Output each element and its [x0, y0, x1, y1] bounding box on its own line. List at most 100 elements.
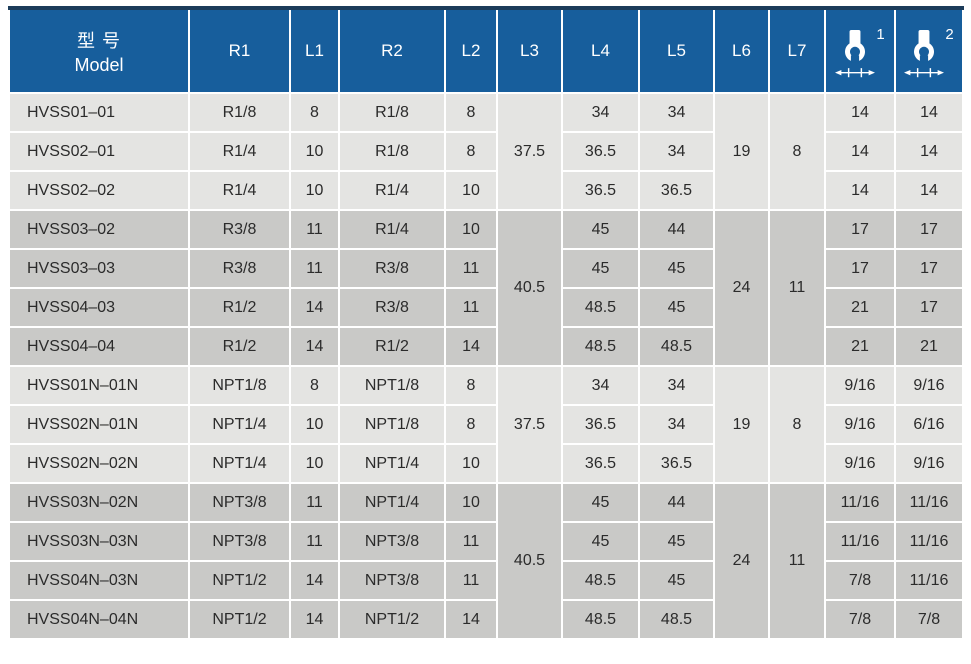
- cell-wrench2: 14: [894, 170, 964, 211]
- cell-l7: 11: [768, 482, 826, 640]
- header-top-strip: [8, 6, 964, 10]
- cell-r1: NPT1/2: [188, 560, 291, 601]
- col-header-r1: R1: [188, 10, 291, 94]
- cell-l2: 8: [444, 131, 498, 172]
- cell-r2: NPT1/8: [338, 404, 446, 445]
- cell-wrench1: 17: [824, 209, 896, 250]
- cell-l2: 10: [444, 482, 498, 523]
- col-header-l2: L2: [444, 10, 498, 94]
- model-header-en: Model: [74, 54, 124, 75]
- model-header-zh: 型 号: [76, 30, 121, 51]
- cell-wrench2: 7/8: [894, 599, 964, 640]
- col-header-wrench2: 2: [894, 10, 964, 94]
- cell-l2: 14: [444, 599, 498, 640]
- table-row: HVSS01N–01N NPT1/8 8 NPT1/8 8 37.5 34 34 19 8 9/16…: [8, 365, 964, 484]
- cell-l1: 14: [289, 560, 340, 601]
- cell-l4: 45: [561, 482, 640, 523]
- table-row: HVSS02–02 R1/4 10 R1/4 10 36.5 36.5 14 14: [8, 170, 964, 211]
- cell-wrench1: 7/8: [824, 599, 896, 640]
- cell-wrench1: 17: [824, 248, 896, 289]
- cell-model: HVSS04–03: [8, 287, 190, 328]
- cell-r1: R1/4: [188, 170, 291, 211]
- cell-l1: 8: [289, 92, 340, 133]
- cell-l4: 48.5: [561, 560, 640, 601]
- cell-l1: 10: [289, 131, 340, 172]
- wrench-width-icon: [835, 29, 876, 77]
- col-header-model: 型 号 Model: [8, 10, 190, 94]
- cell-model: HVSS03N–03N: [8, 521, 190, 562]
- cell-r1: NPT1/8: [188, 365, 291, 406]
- cell-l2: 11: [444, 248, 498, 289]
- cell-l4: 45: [561, 209, 640, 250]
- cell-model: HVSS02N–01N: [8, 404, 190, 445]
- cell-l7: 11: [768, 209, 826, 367]
- header-row: 型 号 Model R1 L1 R2 L2 L3 L4 L5 L6 L7: [8, 10, 964, 94]
- spec-table: 型 号 Model R1 L1 R2 L2 L3 L4 L5 L6 L7: [8, 10, 964, 640]
- cell-model: HVSS02–01: [8, 131, 190, 172]
- cell-model: HVSS03N–02N: [8, 482, 190, 523]
- cell-r2: R1/2: [338, 326, 446, 367]
- cell-model: HVSS02–02: [8, 170, 190, 211]
- cell-l7: 8: [768, 92, 826, 211]
- cell-l5: 44: [638, 482, 715, 523]
- cell-r1: NPT3/8: [188, 482, 291, 523]
- cell-l4: 36.5: [561, 131, 640, 172]
- cell-r1: NPT3/8: [188, 521, 291, 562]
- cell-wrench1: 11/16: [824, 482, 896, 523]
- cell-l6: 24: [713, 482, 770, 640]
- cell-l2: 10: [444, 209, 498, 250]
- cell-l2: 10: [444, 443, 498, 484]
- cell-l4: 45: [561, 248, 640, 289]
- cell-l1: 10: [289, 170, 340, 211]
- cell-l5: 36.5: [638, 443, 715, 484]
- col-header-l1: L1: [289, 10, 340, 94]
- cell-l5: 45: [638, 287, 715, 328]
- cell-l5: 34: [638, 404, 715, 445]
- cell-wrench2: 17: [894, 287, 964, 328]
- cell-wrench1: 14: [824, 131, 896, 172]
- cell-model: HVSS03–02: [8, 209, 190, 250]
- cell-l2: 14: [444, 326, 498, 367]
- cell-l4: 36.5: [561, 170, 640, 211]
- cell-wrench1: 9/16: [824, 404, 896, 445]
- col-header-l6: L6: [713, 10, 770, 94]
- cell-l3: 37.5: [496, 365, 563, 484]
- cell-r2: R1/8: [338, 92, 446, 133]
- cell-wrench2: 17: [894, 248, 964, 289]
- cell-l4: 34: [561, 92, 640, 133]
- cell-l2: 11: [444, 521, 498, 562]
- cell-model: HVSS02N–02N: [8, 443, 190, 484]
- cell-l1: 14: [289, 287, 340, 328]
- cell-r2: R1/4: [338, 170, 446, 211]
- cell-l1: 11: [289, 248, 340, 289]
- cell-l1: 10: [289, 404, 340, 445]
- cell-l4: 48.5: [561, 326, 640, 367]
- cell-l2: 10: [444, 170, 498, 211]
- cell-l1: 14: [289, 599, 340, 640]
- cell-wrench1: 14: [824, 170, 896, 211]
- table-row: HVSS03N–03N NPT3/8 11 NPT3/8 11 45 45 11/16 11/1…: [8, 521, 964, 562]
- cell-l4: 36.5: [561, 404, 640, 445]
- cell-r1: NPT1/2: [188, 599, 291, 640]
- cell-l5: 34: [638, 92, 715, 133]
- cell-wrench2: 9/16: [894, 443, 964, 484]
- wrench2-superscript: 2: [945, 25, 954, 43]
- cell-l5: 45: [638, 560, 715, 601]
- cell-l6: 19: [713, 365, 770, 484]
- cell-wrench1: 14: [824, 92, 896, 133]
- col-header-r2: R2: [338, 10, 446, 94]
- cell-r1: R1/2: [188, 287, 291, 328]
- cell-l1: 11: [289, 482, 340, 523]
- cell-r1: NPT1/4: [188, 404, 291, 445]
- cell-r2: R3/8: [338, 248, 446, 289]
- cell-l4: 48.5: [561, 287, 640, 328]
- cell-l5: 36.5: [638, 170, 715, 211]
- table-row: HVSS04N–04N NPT1/2 14 NPT1/2 14 48.5 48.5 7/8 7/…: [8, 599, 964, 640]
- cell-r1: R1/4: [188, 131, 291, 172]
- table-row: HVSS02N–02N NPT1/4 10 NPT1/4 10 36.5 36.5 9/16 9…: [8, 443, 964, 484]
- cell-model: HVSS01–01: [8, 92, 190, 133]
- cell-wrench2: 11/16: [894, 560, 964, 601]
- col-header-l7: L7: [768, 10, 826, 94]
- cell-l3: 40.5: [496, 482, 563, 640]
- cell-wrench2: 14: [894, 92, 964, 133]
